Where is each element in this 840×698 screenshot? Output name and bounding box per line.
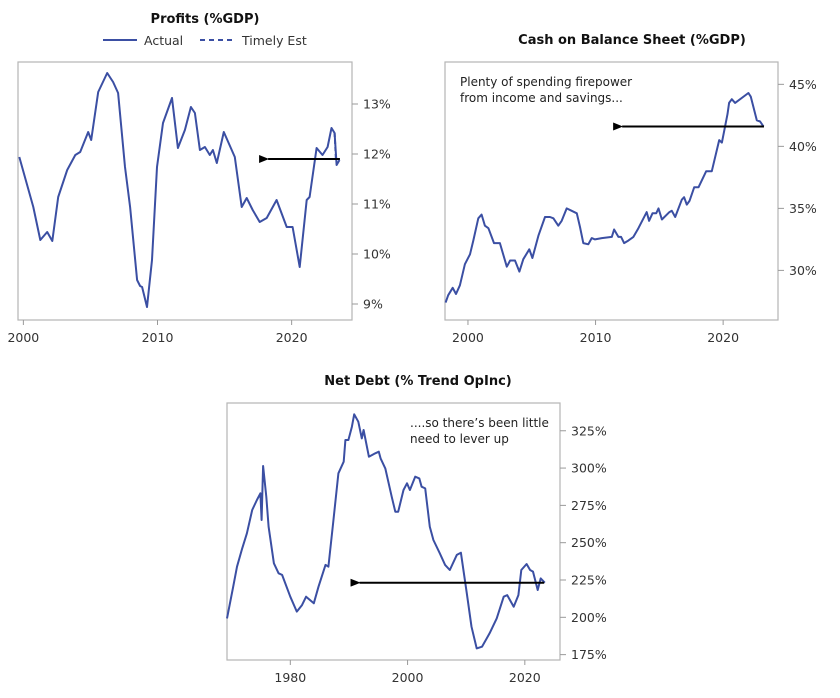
x-tick-label: 2010 — [580, 330, 612, 345]
series-line-cash — [444, 92, 765, 303]
series-line-actual — [18, 72, 341, 308]
legend-timely-est-label: Timely Est — [241, 33, 307, 48]
plot-area — [17, 61, 353, 321]
plot-area — [226, 402, 561, 661]
y-tick-label: 35% — [789, 201, 817, 216]
y-tick-label: 45% — [789, 77, 817, 92]
annotation-line-1: Plenty of spending firepower — [460, 75, 632, 89]
plot-area — [444, 61, 779, 321]
x-tick-label: 2000 — [7, 330, 39, 345]
annotation-line-2: need to lever up — [410, 432, 509, 446]
x-tick-label: 2020 — [509, 670, 541, 685]
x-tick-label: 2010 — [142, 330, 174, 345]
y-tick-label: 11% — [363, 197, 391, 212]
x-tick-label: 2020 — [707, 330, 739, 345]
y-tick-label: 250% — [571, 535, 607, 550]
y-tick-label: 30% — [789, 263, 817, 278]
x-tick-label: 2020 — [276, 330, 308, 345]
cash-balance-sheet-chart: Cash on Balance Sheet (%GDP) Plenty of s… — [444, 33, 817, 345]
y-tick-label: 300% — [571, 461, 607, 476]
y-tick-label: 275% — [571, 498, 607, 513]
x-tick-label: 2000 — [392, 670, 424, 685]
chart-title: Net Debt (% Trend OpInc) — [324, 374, 511, 389]
y-tick-label: 225% — [571, 573, 607, 588]
series-line-net-debt — [226, 413, 546, 650]
y-tick-label: 10% — [363, 247, 391, 262]
profits-chart: Profits (%GDP) Actual Timely Est 9% 10% 11… — [7, 12, 390, 345]
legend: Actual Timely Est — [103, 33, 307, 48]
chart-title: Profits (%GDP) — [151, 12, 260, 27]
y-tick-label: 9% — [363, 297, 383, 312]
net-debt-chart: Net Debt (% Trend OpInc) ....so there’s … — [226, 374, 607, 685]
y-tick-label: 175% — [571, 647, 607, 662]
series-line-timely-est — [333, 132, 337, 160]
y-tick-label: 200% — [571, 610, 607, 625]
legend-actual-label: Actual — [144, 33, 183, 48]
x-tick-label: 2000 — [452, 330, 484, 345]
chart-title: Cash on Balance Sheet (%GDP) — [518, 33, 746, 48]
y-tick-label: 40% — [789, 139, 817, 154]
y-tick-label: 12% — [363, 147, 391, 162]
y-tick-label: 13% — [363, 97, 391, 112]
y-tick-label: 325% — [571, 423, 607, 438]
annotation-line-2: from income and savings... — [460, 91, 623, 105]
x-tick-label: 1980 — [274, 670, 306, 685]
annotation-line-1: ....so there’s been little — [410, 416, 549, 430]
